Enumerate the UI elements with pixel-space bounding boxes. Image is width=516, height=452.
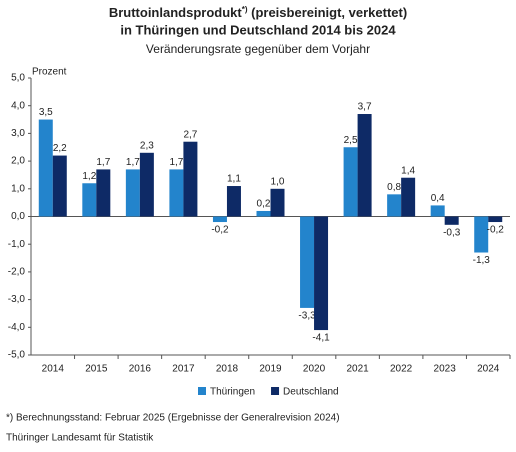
x-tick-label: 2022 <box>390 364 413 375</box>
bar <box>38 119 53 217</box>
legend-swatch <box>198 387 206 395</box>
value-label: 0,4 <box>431 193 445 204</box>
y-axis-label: Prozent <box>32 67 67 78</box>
bar <box>401 177 416 217</box>
bar <box>183 141 198 217</box>
title-main: Bruttoinlandsprodukt <box>109 5 243 20</box>
value-label: -1,3 <box>473 255 491 266</box>
value-label: 1,0 <box>271 176 285 187</box>
bar <box>226 186 241 217</box>
value-label: 1,1 <box>227 174 241 185</box>
y-tick-label: -1,0 <box>8 239 26 250</box>
x-tick-label: 2024 <box>477 364 500 375</box>
chart-subtitle: Veränderungsrate gegenüber dem Vorjahr <box>146 42 370 56</box>
y-tick-label: -4,0 <box>8 322 26 333</box>
value-label: 2,2 <box>53 143 67 154</box>
bar <box>96 169 111 217</box>
value-label: 0,2 <box>257 199 271 210</box>
value-label: 3,7 <box>358 102 372 113</box>
bar <box>212 216 227 223</box>
title-marker: *) <box>242 5 248 14</box>
value-label: 1,7 <box>169 157 183 168</box>
value-label: -3,3 <box>298 311 316 322</box>
y-tick-label: 1,0 <box>11 183 25 194</box>
x-tick-label: 2016 <box>129 364 152 375</box>
title-rest-text: (preisbereinigt, verkettet) <box>251 5 407 20</box>
y-tick-label: 2,0 <box>11 156 25 167</box>
chart-title: Bruttoinlandsprodukt*) (preisbereinigt, … <box>109 5 407 20</box>
bar <box>125 169 140 217</box>
value-label: 1,4 <box>401 165 415 176</box>
value-label: 2,7 <box>183 129 197 140</box>
bar <box>314 216 329 331</box>
value-label: -0,3 <box>443 227 461 238</box>
legend-label: Deutschland <box>283 387 339 398</box>
source: Thüringer Landesamt für Statistik <box>6 433 154 444</box>
x-tick-label: 2019 <box>259 364 282 375</box>
bar <box>52 155 67 217</box>
value-label: 0,8 <box>387 182 401 193</box>
y-tick-label: -3,0 <box>8 294 26 305</box>
y-tick-label: -2,0 <box>8 267 26 278</box>
bar <box>387 194 402 217</box>
value-label: -0,2 <box>211 225 229 236</box>
bar <box>444 216 459 225</box>
bar <box>343 147 358 217</box>
value-label: 1,7 <box>126 157 140 168</box>
legend-swatch <box>271 387 280 395</box>
bar <box>256 210 271 217</box>
x-tick-label: 2018 <box>216 364 239 375</box>
bar <box>169 169 184 217</box>
y-tick-label: 0,0 <box>11 211 25 222</box>
x-tick-label: 2014 <box>42 364 65 375</box>
bar <box>300 216 315 308</box>
bar <box>357 114 372 217</box>
value-label: 1,7 <box>96 157 110 168</box>
bar <box>270 188 285 217</box>
value-label: 1,2 <box>82 171 96 182</box>
y-tick-label: 3,0 <box>11 128 25 139</box>
bar <box>82 183 97 217</box>
chart-title-line2: in Thüringen und Deutschland 2014 bis 20… <box>120 22 396 37</box>
footnote: *) Berechnungsstand: Februar 2025 (Ergeb… <box>6 413 340 424</box>
value-label: 3,5 <box>39 107 53 118</box>
value-label: 2,3 <box>140 140 154 151</box>
bar <box>488 216 503 223</box>
y-tick-label: 4,0 <box>11 100 25 111</box>
value-label: -4,1 <box>312 333 330 344</box>
bar <box>430 205 445 217</box>
y-tick-label: -5,0 <box>8 350 26 361</box>
bar <box>474 216 489 253</box>
x-tick-label: 2023 <box>434 364 457 375</box>
y-tick-label: 5,0 <box>11 73 25 84</box>
legend-label: Thüringen <box>210 387 255 398</box>
x-tick-label: 2015 <box>85 364 108 375</box>
value-label: 2,5 <box>344 135 358 146</box>
bar <box>139 152 154 217</box>
x-tick-label: 2021 <box>346 364 369 375</box>
x-tick-label: 2020 <box>303 364 326 375</box>
x-tick-label: 2017 <box>172 364 195 375</box>
value-label: -0,2 <box>487 225 505 236</box>
